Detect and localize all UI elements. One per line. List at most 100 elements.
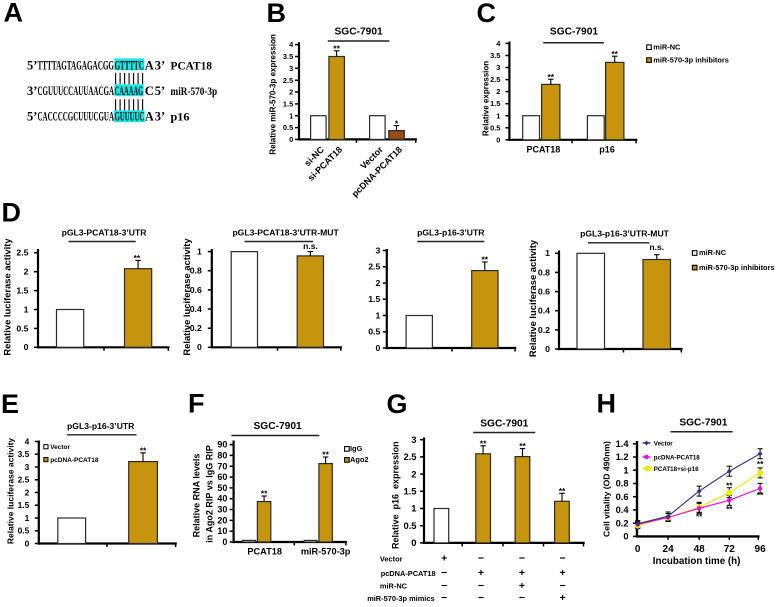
svg-text:2: 2 — [25, 487, 30, 497]
svg-text:1: 1 — [375, 310, 380, 320]
svg-text:miR-570-3p: miR-570-3p — [301, 547, 351, 557]
svg-text:1.5: 1.5 — [368, 294, 380, 304]
svg-text:72: 72 — [724, 544, 736, 555]
svg-text:40: 40 — [217, 494, 227, 504]
svg-text:−: − — [441, 567, 447, 579]
svg-text:G: G — [387, 389, 408, 419]
svg-text:0.6: 0.6 — [190, 285, 202, 295]
svg-text:−: − — [441, 592, 447, 604]
svg-text:A: A — [4, 0, 24, 28]
svg-text:+: + — [478, 567, 484, 579]
svg-text:Relative expression: Relative expression — [481, 61, 490, 136]
svg-text:60: 60 — [217, 472, 227, 482]
svg-text:Relative luciferase activity: Relative luciferase activity — [2, 238, 13, 356]
svg-text:+: + — [519, 580, 525, 592]
svg-text:E: E — [1, 389, 19, 419]
svg-text:1: 1 — [25, 513, 30, 523]
svg-text:H: H — [597, 389, 617, 419]
svg-text:0: 0 — [197, 342, 202, 352]
svg-text:0.2: 0.2 — [538, 325, 550, 335]
svg-text:PCAT18+si-p16: PCAT18+si-p16 — [654, 466, 699, 473]
svg-text:−: − — [519, 553, 525, 565]
svg-text:0: 0 — [545, 344, 550, 354]
svg-text:pGL3-PCAT18-3’UTR-MUT: pGL3-PCAT18-3’UTR-MUT — [232, 227, 339, 237]
svg-text:**: ** — [134, 253, 141, 263]
svg-text:SGC-7901: SGC-7901 — [550, 26, 598, 37]
svg-text:0: 0 — [411, 537, 416, 548]
svg-text:2.5: 2.5 — [368, 262, 380, 272]
svg-text:+: + — [560, 592, 566, 604]
svg-text:3: 3 — [375, 245, 380, 255]
svg-text:**: ** — [480, 439, 487, 449]
svg-text:3: 3 — [496, 63, 500, 72]
svg-text:PCAT18: PCAT18 — [171, 58, 213, 72]
svg-text:0.8: 0.8 — [190, 266, 202, 276]
svg-text:3.5: 3.5 — [490, 51, 500, 60]
svg-text:2: 2 — [411, 468, 416, 479]
svg-text:20: 20 — [217, 515, 227, 525]
svg-text:A: A — [145, 110, 154, 124]
svg-text:**: ** — [140, 446, 147, 456]
svg-text:**: ** — [726, 481, 733, 490]
svg-text:p16: p16 — [171, 110, 190, 124]
svg-text:1.5: 1.5 — [283, 100, 293, 109]
svg-text:B: B — [267, 0, 287, 28]
svg-text:0.5: 0.5 — [16, 323, 28, 333]
svg-text:1.4: 1.4 — [616, 439, 630, 449]
svg-text:PCAT18: PCAT18 — [247, 547, 282, 557]
svg-text:2: 2 — [496, 87, 500, 96]
svg-text:D: D — [2, 198, 22, 228]
svg-text:pcDNA-PCAT18: pcDNA-PCAT18 — [381, 569, 436, 578]
svg-text:0: 0 — [222, 537, 227, 547]
svg-text:1.5: 1.5 — [490, 99, 500, 108]
svg-text:0: 0 — [623, 532, 628, 542]
svg-text:80: 80 — [217, 450, 227, 460]
svg-text:TTTTAGTAGAGACGG: TTTTAGTAGAGACGG — [38, 58, 115, 72]
svg-text:3’: 3’ — [155, 110, 165, 124]
svg-text:F: F — [188, 389, 205, 419]
svg-text:Relative luciferase activity: Relative luciferase activity — [527, 239, 538, 357]
svg-text:0.2: 0.2 — [190, 323, 202, 333]
svg-text:0: 0 — [375, 343, 380, 353]
svg-text:30: 30 — [217, 505, 227, 515]
svg-text:0.5: 0.5 — [490, 123, 500, 132]
svg-text:**: ** — [519, 441, 526, 451]
svg-text:PCAT18: PCAT18 — [526, 145, 560, 155]
svg-text:−: − — [478, 592, 484, 604]
svg-text:−: − — [519, 592, 525, 604]
svg-text:0.5: 0.5 — [368, 327, 380, 337]
svg-text:pGL3-p16-3’UTR-MUT: pGL3-p16-3’UTR-MUT — [580, 229, 670, 239]
svg-text:0.4: 0.4 — [538, 306, 550, 316]
svg-text:Relative RNA levels: Relative RNA levels — [192, 454, 202, 538]
svg-text:5’: 5’ — [155, 84, 165, 98]
svg-text:Cell vitality (OD 490nm): Cell vitality (OD 490nm) — [602, 441, 612, 537]
svg-text:1: 1 — [545, 248, 550, 258]
svg-text:70: 70 — [217, 461, 227, 471]
svg-text:pcDNA-PCAT18: pcDNA-PCAT18 — [654, 454, 701, 461]
svg-text:0.2: 0.2 — [616, 518, 629, 528]
svg-text:2: 2 — [375, 278, 380, 288]
svg-text:Relative miR-570-3p expression: Relative miR-570-3p expression — [268, 34, 277, 155]
svg-text:p16: p16 — [599, 145, 615, 155]
svg-text:in Ago2 RIP vs IgG RIP: in Ago2 RIP vs IgG RIP — [205, 445, 215, 543]
svg-text:0.4: 0.4 — [190, 304, 202, 314]
svg-text:3: 3 — [25, 462, 30, 472]
svg-text:4: 4 — [289, 40, 294, 49]
svg-text:2.5: 2.5 — [403, 451, 416, 462]
svg-text:−: − — [441, 580, 447, 592]
svg-text:A: A — [145, 58, 154, 72]
svg-text:1: 1 — [496, 111, 500, 120]
svg-text:SGC-7901: SGC-7901 — [335, 26, 383, 37]
svg-text:3.5: 3.5 — [18, 449, 30, 459]
svg-text:4: 4 — [25, 436, 30, 446]
svg-text:0.8: 0.8 — [538, 267, 550, 277]
svg-text:CGUUUCCAUUAACGA: CGUUUCCAUUAACGA — [38, 84, 115, 98]
svg-text:**: ** — [696, 513, 703, 522]
svg-text:0.5: 0.5 — [18, 526, 30, 536]
svg-text:1.5: 1.5 — [18, 500, 30, 510]
svg-text:IgG: IgG — [350, 444, 363, 453]
svg-text:SGC-7901: SGC-7901 — [254, 421, 302, 432]
svg-text:1.2: 1.2 — [616, 452, 629, 462]
svg-text:**: ** — [481, 255, 488, 265]
svg-text:**: ** — [333, 43, 340, 53]
